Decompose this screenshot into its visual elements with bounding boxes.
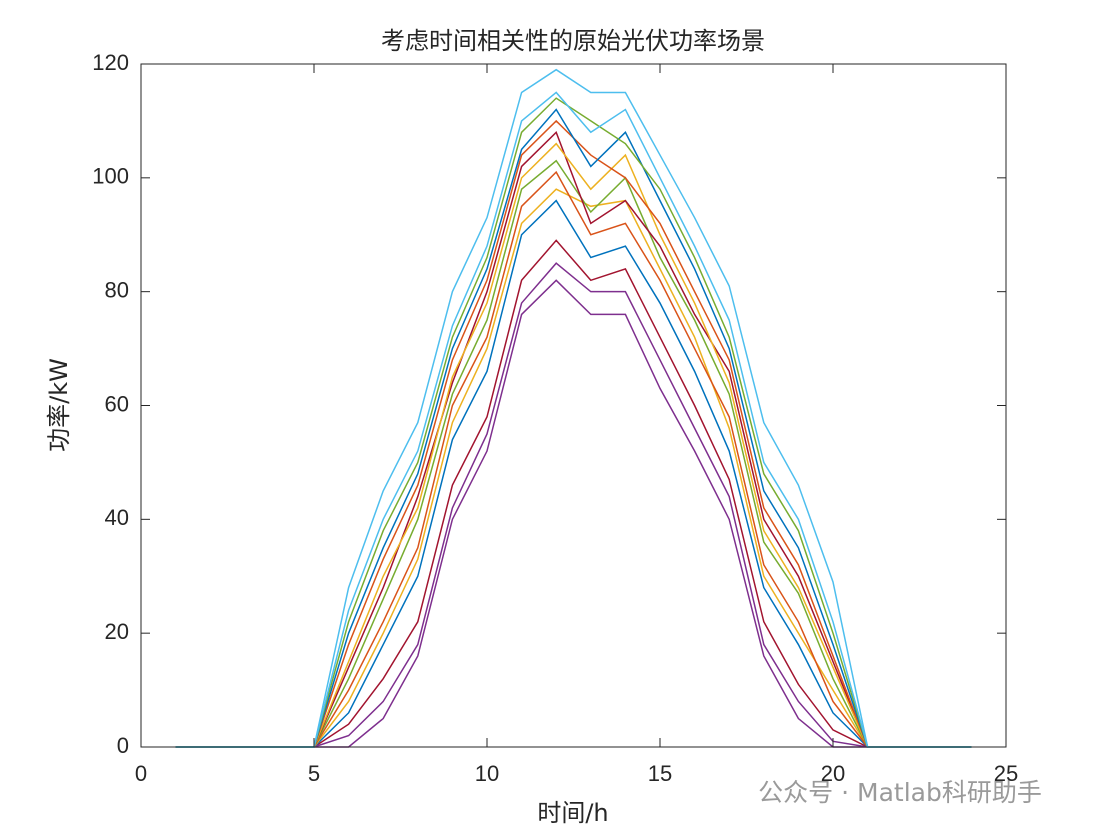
y-tick-label: 120 bbox=[92, 50, 129, 75]
watermark: 公众号 · Matlab科研助手 bbox=[758, 778, 1042, 807]
y-tick-label: 80 bbox=[105, 277, 129, 302]
y-tick-label: 40 bbox=[105, 505, 129, 530]
x-tick-label: 25 bbox=[994, 761, 1018, 786]
y-tick-label: 0 bbox=[117, 733, 129, 758]
x-tick-label: 20 bbox=[821, 761, 845, 786]
y-tick-label: 20 bbox=[105, 619, 129, 644]
x-tick-label: 0 bbox=[135, 761, 147, 786]
x-tick-label: 10 bbox=[475, 761, 499, 786]
x-tick-label: 15 bbox=[648, 761, 672, 786]
y-tick-label: 100 bbox=[92, 164, 129, 189]
chart-title: 考虑时间相关性的原始光伏功率场景 bbox=[381, 27, 765, 55]
y-axis-label: 功率/kW bbox=[45, 358, 73, 452]
x-tick-label: 5 bbox=[308, 761, 320, 786]
y-tick-label: 60 bbox=[105, 391, 129, 416]
x-axis-label: 时间/h bbox=[537, 799, 608, 827]
